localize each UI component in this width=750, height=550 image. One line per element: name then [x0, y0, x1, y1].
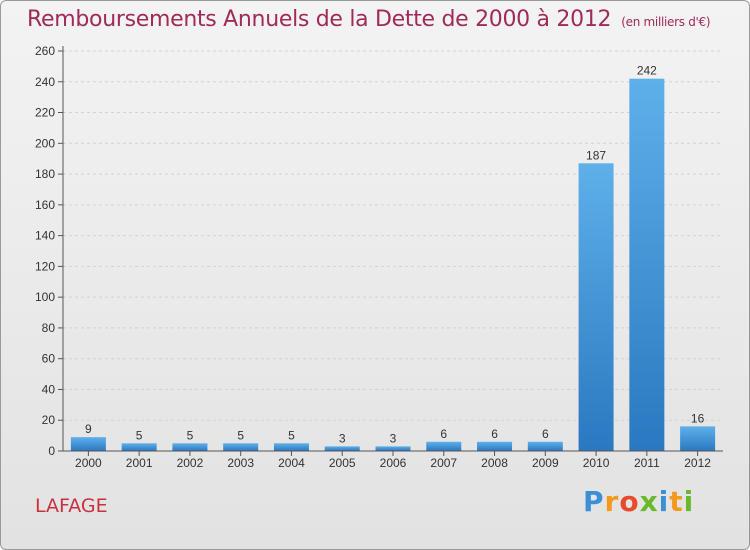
logo-letter: P [583, 485, 605, 518]
bar-2004 [273, 443, 309, 451]
bar-2011 [629, 78, 665, 451]
data-label-2008: 6 [491, 427, 498, 441]
logo-letter: o [619, 485, 640, 518]
bar-2001 [121, 443, 157, 451]
y-tick-label: 0 [48, 444, 55, 458]
y-tick-label: 40 [42, 382, 56, 396]
data-label-2000: 9 [85, 422, 92, 436]
x-tick-label: 2010 [583, 456, 610, 470]
logo-letter: r [604, 485, 620, 518]
x-tick-label: 2002 [177, 456, 204, 470]
data-label-2001: 5 [136, 428, 143, 442]
y-tick-label: 20 [42, 413, 56, 427]
logo-letter: x [639, 485, 659, 518]
x-tick-label: 2005 [329, 456, 356, 470]
y-tick-label: 260 [35, 44, 55, 58]
bar-2003 [223, 443, 259, 451]
data-label-2011: 242 [637, 64, 657, 78]
data-label-2004: 5 [288, 428, 295, 442]
y-tick-label: 140 [35, 229, 55, 243]
bar-2005 [324, 446, 360, 451]
chart-unit: (en milliers d'€) [621, 15, 711, 29]
y-tick-label: 180 [35, 167, 55, 181]
proxiti-logo: Proxiti [583, 485, 694, 518]
y-tick-label: 100 [35, 290, 55, 304]
x-tick-label: 2004 [278, 456, 305, 470]
x-tick-label: 2008 [481, 456, 508, 470]
x-tick-label: 2000 [75, 456, 102, 470]
y-tick-label: 240 [35, 75, 55, 89]
y-tick-label: 120 [35, 259, 55, 273]
data-label-2007: 6 [440, 427, 447, 441]
bar-2007 [426, 441, 462, 451]
data-label-2003: 5 [237, 428, 244, 442]
y-tick-label: 200 [35, 136, 55, 150]
x-tick-label: 2009 [532, 456, 559, 470]
bars: 9 5 5 5 5 3 3 6 6 6 187 242 16 [70, 64, 716, 452]
y-tick-label: 80 [42, 321, 56, 335]
y-tick-label: 60 [42, 352, 56, 366]
bar-2010 [578, 163, 614, 452]
bar-2006 [375, 446, 411, 451]
bar-2008 [477, 441, 513, 451]
data-label-2012: 16 [691, 411, 705, 425]
axes: 0 20 40 60 80 100 120 140 160 180 200 220 240 260 2000… [35, 44, 723, 470]
data-label-2009: 6 [542, 427, 549, 441]
x-tick-label: 2003 [227, 456, 254, 470]
logo-letter: i [683, 485, 695, 518]
x-tick-label: 2007 [430, 456, 457, 470]
bar-2009 [527, 441, 563, 451]
y-tick-label: 160 [35, 198, 55, 212]
data-label-2005: 3 [339, 431, 346, 445]
commune-name: LAFAGE [35, 495, 108, 517]
bar-2002 [172, 443, 208, 451]
x-tick-label: 2001 [126, 456, 153, 470]
logo-letter: t [669, 485, 684, 518]
data-label-2010: 187 [586, 148, 606, 162]
bar-2012 [680, 426, 716, 451]
chart-title: Remboursements Annuels de la Dette de 20… [27, 7, 711, 32]
x-tick-label: 2012 [684, 456, 711, 470]
gridlines [63, 50, 723, 421]
data-label-2002: 5 [187, 428, 194, 442]
x-tick-label: 2006 [380, 456, 407, 470]
y-tick-label: 220 [35, 106, 55, 120]
bar-2000 [70, 437, 106, 451]
chart-title-text: Remboursements Annuels de la Dette de 20… [27, 7, 612, 32]
x-tick-label: 2011 [634, 456, 660, 470]
logo-letter: i [658, 485, 670, 518]
data-label-2006: 3 [390, 431, 397, 445]
